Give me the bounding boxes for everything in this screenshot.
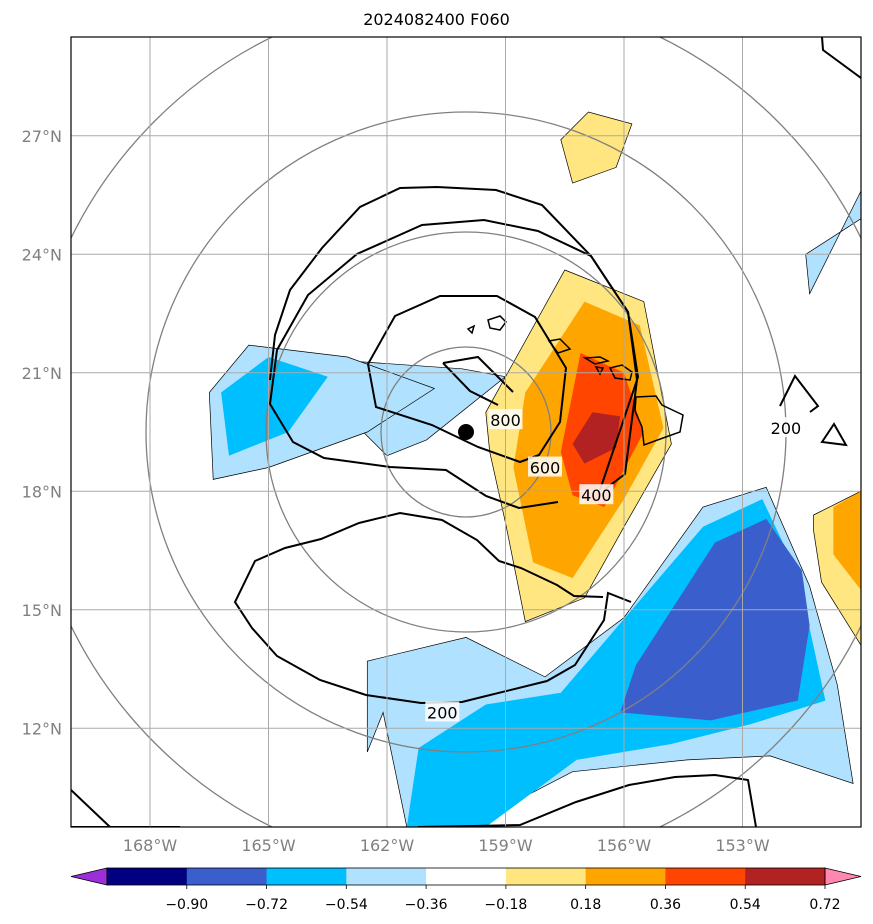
lat-tick-label: 18°N xyxy=(22,482,62,501)
shaded-region-outline xyxy=(813,490,861,646)
colorbar-segment xyxy=(266,868,347,885)
contour-800 xyxy=(442,355,514,393)
contour-label: 600 xyxy=(530,459,561,478)
lat-tick-label: 21°N xyxy=(22,364,62,383)
lon-tick-label: 162°W xyxy=(360,836,415,855)
colorbar-tick-label: −0.72 xyxy=(245,897,288,913)
colorbar-tick-label: −0.36 xyxy=(405,897,448,913)
shaded-region-outline xyxy=(485,269,672,623)
contour-label: 400 xyxy=(581,486,612,505)
contour-200-east xyxy=(820,422,848,447)
contour-200-east xyxy=(779,374,820,413)
lon-tick-label: 168°W xyxy=(123,836,178,855)
contour-label: 200 xyxy=(771,419,802,438)
map-frame xyxy=(70,36,862,828)
storm-center-marker xyxy=(458,424,474,440)
lat-lon-grid xyxy=(71,37,861,827)
island-coastline xyxy=(582,356,611,365)
colorbar-frame xyxy=(106,867,826,886)
contour-label-halo xyxy=(579,484,614,505)
contour-200 xyxy=(233,511,632,705)
island-coastline xyxy=(547,338,572,354)
shaded-region-outline xyxy=(805,190,861,296)
colorbar-tick-label: 0.54 xyxy=(730,897,761,913)
contour-600 xyxy=(366,295,568,464)
colorbar-tick-label: −0.18 xyxy=(484,897,527,913)
contour-200 xyxy=(269,185,640,491)
axis-tick-labels: 168°W 165°W 162°W 159°W 156°W 153°W 12°N 15°N 18… xyxy=(22,127,770,855)
island-coastline xyxy=(466,324,476,335)
colorbar-segment xyxy=(745,868,826,885)
shaded-region xyxy=(221,357,328,456)
lon-tick-label: 159°W xyxy=(478,836,533,855)
colorbar-tick-label: 0.36 xyxy=(650,897,681,913)
colorbar-segment xyxy=(107,868,188,885)
colorbar-extend-low xyxy=(70,867,108,886)
lon-tick-label: 165°W xyxy=(241,836,296,855)
colorbar-tick-label: 0.18 xyxy=(570,897,601,913)
colorbar-extend-high xyxy=(824,867,862,886)
island-coastline xyxy=(594,366,605,376)
distance-ring xyxy=(265,231,667,633)
lat-tick-label: 15°N xyxy=(22,601,62,620)
contour-label: 200 xyxy=(427,703,458,722)
lat-tick-label: 12°N xyxy=(22,719,62,738)
colorbar-tick-label: −0.54 xyxy=(325,897,368,913)
contour-corner xyxy=(821,37,861,79)
contour-label-halo xyxy=(768,417,803,438)
contour-labels: 800 600 400 200 200 xyxy=(425,409,803,722)
chart-title: 2024082400 F060 xyxy=(363,10,510,29)
contour-label-halo xyxy=(528,456,562,477)
island-coastline xyxy=(487,315,507,331)
contour-label: 800 xyxy=(490,411,521,430)
shaded-region xyxy=(572,412,621,464)
contour-low-south xyxy=(417,773,757,827)
colorbar-segment xyxy=(186,868,268,885)
contour-label-halo xyxy=(425,701,460,722)
lon-tick-label: 156°W xyxy=(597,836,652,855)
contour-label-halo xyxy=(488,409,523,430)
shaded-region-outline xyxy=(366,486,854,827)
lat-tick-label: 24°N xyxy=(22,245,62,264)
colorbar-segment xyxy=(585,868,666,885)
contour-corner xyxy=(71,789,111,827)
shaded-region xyxy=(805,191,861,294)
colorbar-segment xyxy=(426,868,507,885)
shaded-region xyxy=(620,518,810,721)
colorbar-segment xyxy=(505,868,587,885)
shaded-region xyxy=(833,491,861,590)
shaded-fields xyxy=(208,111,861,827)
colorbar-tick-label: 0.72 xyxy=(809,897,840,913)
shaded-region xyxy=(560,112,632,184)
colorbar-tick-label: −0.90 xyxy=(165,897,208,913)
colorbar: −0.90 −0.72 −0.54 −0.36 −0.18 0.18 0.36 0.54 0.7… xyxy=(70,867,862,913)
colorbar-segment xyxy=(665,868,746,885)
island-coastline xyxy=(634,395,684,447)
lat-tick-label: 27°N xyxy=(22,127,62,146)
lon-tick-label: 153°W xyxy=(715,836,770,855)
island-coastline xyxy=(608,364,633,381)
distance-ring xyxy=(380,346,552,518)
colorbar-segment xyxy=(346,868,427,885)
